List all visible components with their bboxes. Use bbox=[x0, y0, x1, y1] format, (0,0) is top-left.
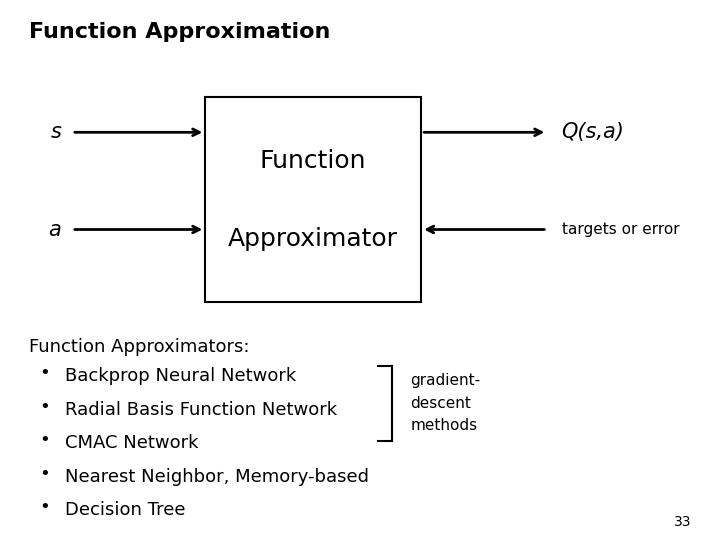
Text: Decision Tree: Decision Tree bbox=[65, 501, 185, 519]
Text: gradient-
descent
methods: gradient- descent methods bbox=[410, 374, 480, 433]
Text: •: • bbox=[40, 398, 50, 416]
Text: targets or error: targets or error bbox=[562, 222, 679, 237]
Text: •: • bbox=[40, 431, 50, 449]
Text: •: • bbox=[40, 498, 50, 516]
Text: Approximator: Approximator bbox=[228, 227, 398, 251]
Text: a: a bbox=[48, 219, 61, 240]
Text: •: • bbox=[40, 465, 50, 483]
Text: 33: 33 bbox=[674, 515, 691, 529]
Text: Function: Function bbox=[260, 149, 366, 173]
Text: Function Approximation: Function Approximation bbox=[29, 22, 330, 42]
Text: Backprop Neural Network: Backprop Neural Network bbox=[65, 367, 296, 385]
Text: •: • bbox=[40, 364, 50, 382]
Text: Function Approximators:: Function Approximators: bbox=[29, 338, 249, 355]
Text: CMAC Network: CMAC Network bbox=[65, 434, 198, 452]
Text: Q(s,a): Q(s,a) bbox=[562, 122, 624, 143]
Text: s: s bbox=[50, 122, 61, 143]
Text: Radial Basis Function Network: Radial Basis Function Network bbox=[65, 401, 337, 418]
Text: Nearest Neighbor, Memory-based: Nearest Neighbor, Memory-based bbox=[65, 468, 369, 485]
FancyBboxPatch shape bbox=[205, 97, 421, 302]
